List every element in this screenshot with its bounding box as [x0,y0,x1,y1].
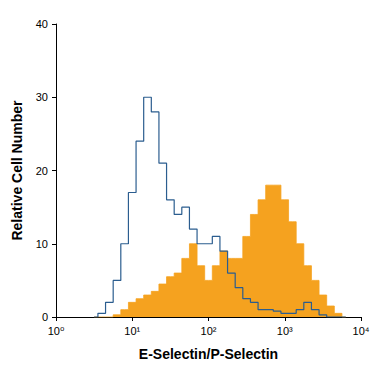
svg-text:20: 20 [36,165,48,177]
svg-text:10⁰: 10⁰ [48,325,65,337]
svg-text:Relative Cell Number: Relative Cell Number [9,100,25,241]
svg-text:30: 30 [36,91,48,103]
svg-text:10⁴: 10⁴ [353,325,370,337]
svg-text:0: 0 [42,311,48,323]
svg-text:10³: 10³ [277,325,293,337]
svg-text:40: 40 [36,18,48,30]
svg-text:10¹: 10¹ [124,325,140,337]
svg-text:10: 10 [36,238,48,250]
svg-text:10²: 10² [201,325,217,337]
svg-text:E-Selectin/P-Selectin: E-Selectin/P-Selectin [139,346,278,362]
